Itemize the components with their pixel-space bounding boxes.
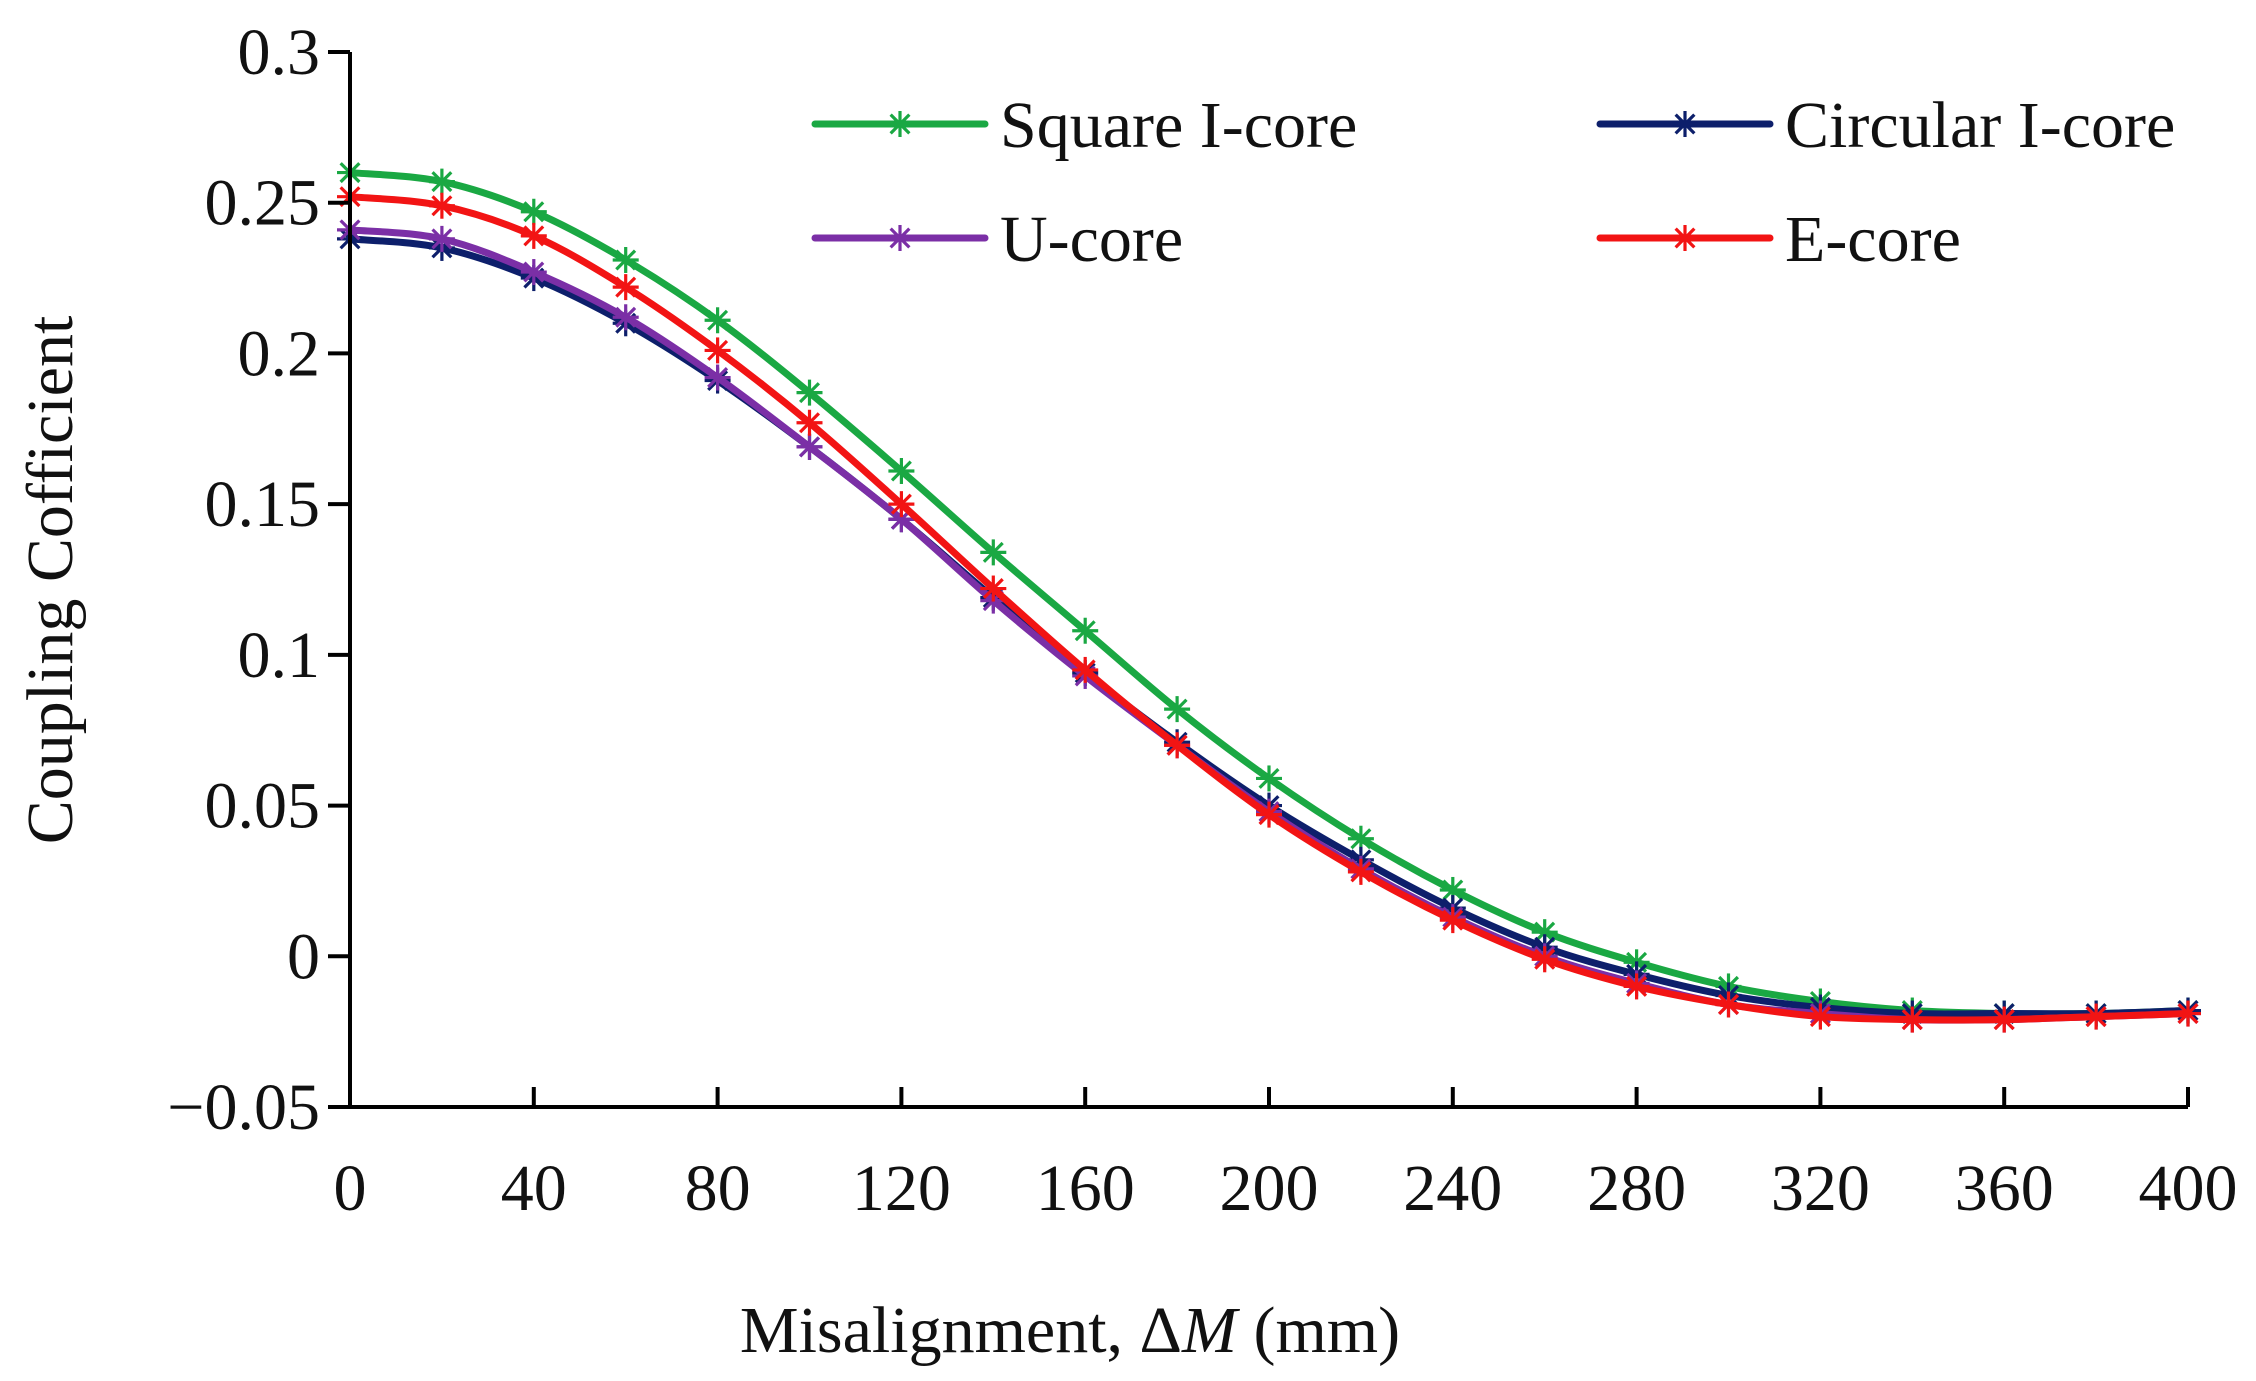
y-tick-label: 0.25 (205, 167, 321, 240)
data-point (796, 409, 823, 436)
x-tick-label: 320 (1771, 1152, 1870, 1225)
data-point (1991, 1006, 2018, 1033)
x-tick-label: 120 (852, 1152, 951, 1225)
legend-marker (887, 111, 913, 137)
data-point (888, 457, 915, 484)
legend-marker (1672, 111, 1698, 137)
data-point (980, 539, 1007, 566)
axes (328, 50, 2190, 1109)
x-tick-label: 200 (1220, 1152, 1319, 1225)
data-point (1715, 991, 1742, 1018)
data-point (428, 192, 455, 219)
y-tick-label: 0.3 (238, 16, 321, 89)
x-tick-label: 0 (334, 1152, 367, 1225)
y-tick-label: 0.15 (205, 468, 321, 541)
data-point (980, 575, 1007, 602)
x-tick-label: 160 (1036, 1152, 1135, 1225)
data-point (704, 307, 731, 334)
x-tick-label: 240 (1403, 1152, 1502, 1225)
data-point (1623, 973, 1650, 1000)
data-point (888, 491, 915, 518)
data-point (1807, 1003, 1834, 1030)
series-line-square-i-core (346, 169, 2192, 1018)
series-line-e-core (346, 193, 2192, 1024)
x-axis-title: Misalignment, ΔM (mm) (740, 1294, 1400, 1367)
legend-label: U-core (1000, 203, 1183, 276)
legend-item-e-core: E-core (1596, 203, 1961, 276)
data-point (1072, 617, 1099, 644)
data-point (612, 246, 639, 273)
x-tick-label: 40 (501, 1152, 567, 1225)
x-tick-label: 400 (2139, 1152, 2238, 1225)
data-point (1531, 946, 1558, 973)
y-tick-label: −0.05 (167, 1071, 320, 1144)
y-axis-title: Coupling Cofficient (14, 316, 87, 845)
x-axis-title-variable: M (1181, 1294, 1241, 1367)
legend-label: Circular I-core (1785, 89, 2175, 162)
series-e-core (337, 183, 2201, 1033)
data-point (2175, 1000, 2201, 1027)
x-tick-label: 280 (1587, 1152, 1686, 1225)
y-tick-label: 0.05 (205, 770, 321, 843)
legend: Square I-core Circular I-core U-core E-core (811, 89, 2175, 276)
data-point (520, 198, 547, 225)
data-point (612, 304, 639, 331)
data-point (1531, 919, 1558, 946)
legend-marker (887, 225, 913, 251)
legend-marker (1672, 225, 1698, 251)
data-point (796, 379, 823, 406)
data-point (1347, 825, 1374, 852)
tick-labels: 0.30.250.20.150.10.050−0.050 40 80 120 160 20… (167, 16, 2237, 1225)
legend-label: E-core (1785, 203, 1961, 276)
x-axis-title-unit: (mm) (1237, 1294, 1400, 1367)
x-axis-title-prefix: Misalignment, Δ (740, 1294, 1182, 1367)
legend-item-u-core: U-core (811, 203, 1183, 276)
legend-label: Square I-core (1000, 89, 1357, 162)
series-line-circular-i-core (346, 235, 2192, 1018)
data-point (1072, 656, 1099, 683)
data-point (1899, 1006, 1926, 1033)
data-point (704, 337, 731, 364)
data-point (1256, 765, 1282, 792)
data-point (612, 274, 639, 301)
data-point (520, 222, 547, 249)
data-point (1347, 858, 1374, 885)
data-point (1256, 801, 1282, 828)
x-tick-label: 360 (1955, 1152, 2054, 1225)
legend-item-square-i-core: Square I-core (811, 89, 1357, 162)
data-point (520, 259, 547, 286)
legend-item-circular-i-core: Circular I-core (1596, 89, 2175, 162)
series-layer (337, 159, 2201, 1033)
data-point (428, 168, 455, 195)
y-tick-label: 0.2 (238, 317, 321, 390)
y-tick-label: 0 (287, 920, 320, 993)
data-point (1439, 907, 1466, 934)
data-point (704, 364, 731, 391)
data-point (428, 225, 455, 252)
data-point (2083, 1003, 2110, 1030)
x-tick-label: 80 (685, 1152, 751, 1225)
data-point (1164, 696, 1191, 723)
data-point (796, 433, 823, 460)
data-point (1164, 732, 1191, 759)
y-tick-label: 0.1 (238, 619, 321, 692)
